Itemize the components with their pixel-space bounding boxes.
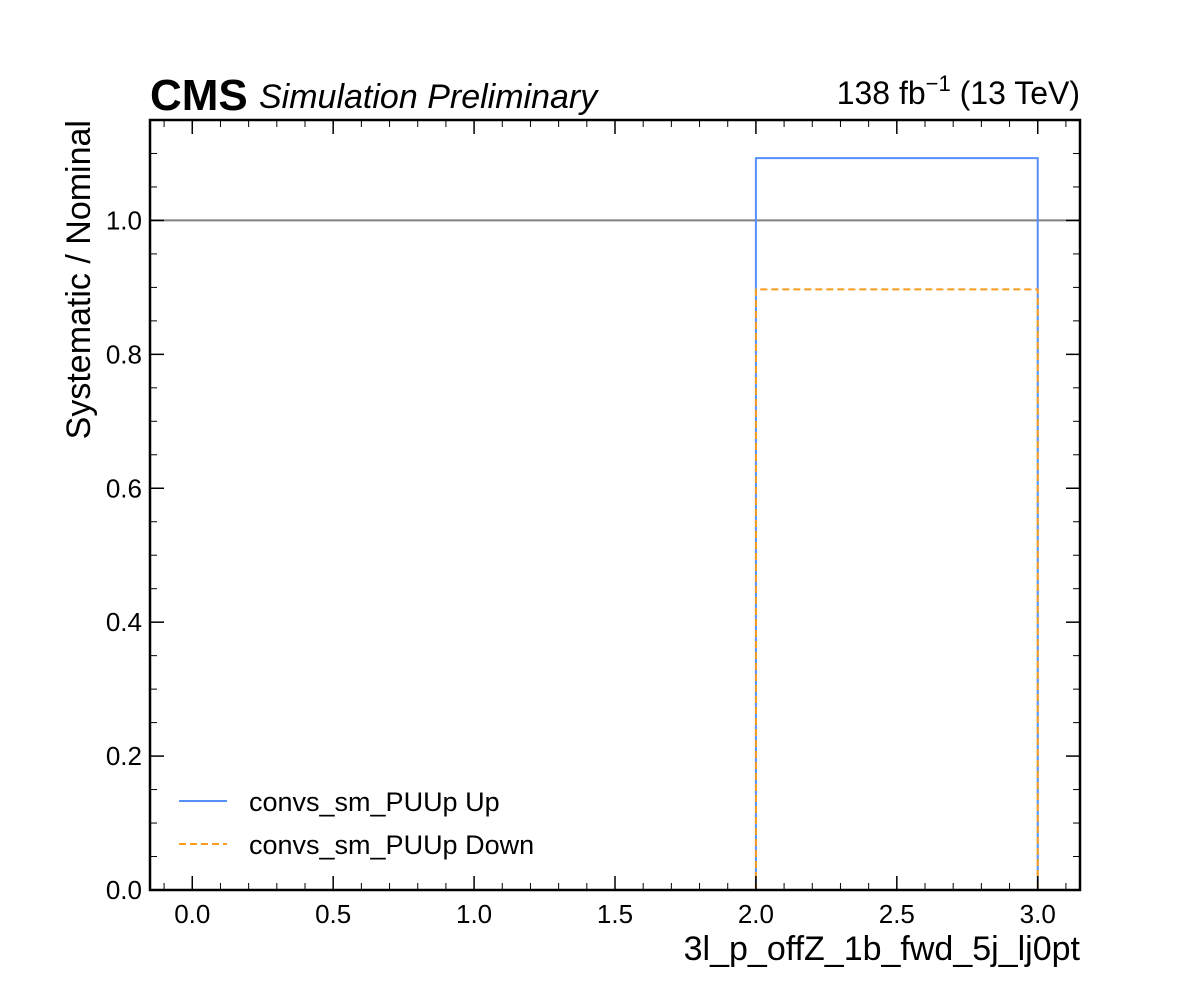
x-tick-label: 1.0 xyxy=(456,899,492,929)
y-tick-label: 0.2 xyxy=(106,741,142,771)
y-axis-label: Systematic / Nominal xyxy=(60,120,98,439)
y-tick-label: 0.8 xyxy=(106,339,142,369)
lumi-energy: (13 TeV) xyxy=(951,75,1080,111)
legend: convs_sm_PUUp Up convs_sm_PUUp Down xyxy=(179,787,534,860)
x-tick-label: 1.5 xyxy=(597,899,633,929)
lumi-exponent: −1 xyxy=(926,71,951,96)
x-tick-label: 2.0 xyxy=(738,899,774,929)
legend-label-2: convs_sm_PUUp Down xyxy=(249,830,534,860)
legend-label-1: convs_sm_PUUp Up xyxy=(249,787,500,817)
y-tick-label: 0.0 xyxy=(106,875,142,905)
x-tick-label: 0.0 xyxy=(174,899,210,929)
lumi-value: 138 fb xyxy=(837,75,926,111)
y-tick-label: 0.6 xyxy=(106,473,142,503)
series-2-bin xyxy=(754,288,1039,890)
plot-frame xyxy=(148,118,1082,892)
simulation-label: Simulation Preliminary xyxy=(259,78,599,116)
y-tick-label: 0.4 xyxy=(106,607,142,637)
luminosity-label: 138 fb−1 (13 TeV) xyxy=(837,71,1080,111)
x-tick-label: 3.0 xyxy=(1020,899,1056,929)
series-1-bin xyxy=(754,157,1039,890)
x-axis-label: 3l_p_offZ_1b_fwd_5j_lj0pt xyxy=(684,930,1081,968)
series-layer xyxy=(754,157,1039,890)
x-tick-label: 2.5 xyxy=(879,899,915,929)
cms-label: CMS xyxy=(150,71,248,120)
y-tick-label: 1.0 xyxy=(106,205,142,235)
ticks-layer: 0.0 0.5 1.0 1.5 2.0 2.5 3.0 0.0 0.2 0.4 0.6 0.8 1.0 xyxy=(106,120,1080,929)
x-tick-label: 0.5 xyxy=(315,899,351,929)
